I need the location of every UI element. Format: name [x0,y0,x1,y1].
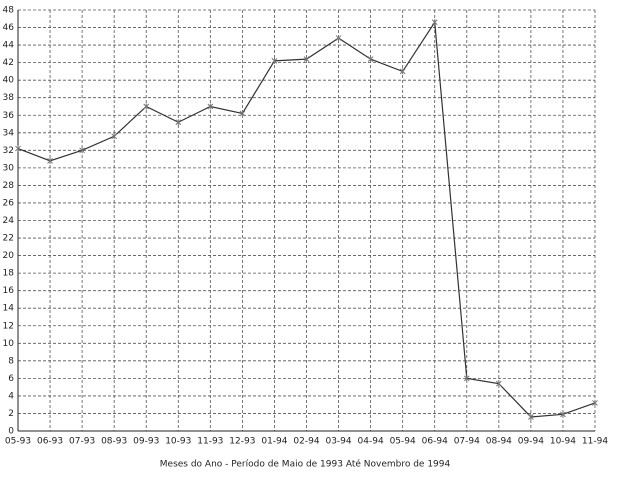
y-tick-label: 22 [3,234,14,244]
point-marker [47,157,53,164]
x-tick-label: 05-93 [5,437,31,447]
y-tick-label: 0 [8,427,14,437]
x-tick-label: 12-93 [229,437,255,447]
y-tick-label: 40 [3,76,15,86]
y-tick-label: 36 [3,111,15,121]
x-tick-label: 11-93 [197,437,223,447]
y-tick-label: 26 [3,198,15,208]
y-tick-label: 28 [3,181,15,191]
y-tick-label: 42 [3,58,14,68]
point-marker [111,133,118,140]
y-tick-label: 46 [3,23,15,33]
point-marker [367,56,374,63]
point-marker [528,413,534,420]
y-tick-label: 48 [3,6,15,16]
x-tick-label: 11-94 [582,437,608,447]
x-tick-label: 05-94 [390,437,416,447]
y-tick-label: 14 [3,304,15,314]
point-marker [143,103,150,110]
point-marker [495,380,502,387]
point-marker [79,147,85,154]
x-tick-label: 08-93 [101,437,127,447]
x-tick-label: 02-94 [293,437,319,447]
x-tick-label: 08-94 [486,437,512,447]
x-tick-label: 10-94 [550,437,576,447]
x-tick-label: 01-94 [261,437,287,447]
x-tick-label: 04-94 [358,437,384,447]
y-tick-label: 2 [8,409,14,419]
y-tick-label: 32 [3,146,14,156]
y-tick-label: 16 [3,286,15,296]
x-axis-label: Meses do Ano - Período de Maio de 1993 A… [160,459,451,470]
y-tick-label: 6 [8,374,14,384]
y-tick-label: 20 [3,251,15,261]
point-marker [239,110,246,117]
x-tick-label: 03-94 [325,437,351,447]
x-tick-label: 07-94 [454,437,480,447]
point-marker [431,19,438,26]
x-tick-label: 09-93 [133,437,159,447]
y-tick-label: 4 [8,391,14,401]
x-tick-label: 10-93 [165,437,191,447]
point-marker [592,399,598,406]
y-tick-label: 34 [3,128,15,138]
y-tick-label: 10 [3,339,15,349]
point-marker [335,35,342,42]
point-marker [463,375,470,382]
y-tick-label: 38 [3,93,15,103]
x-tick-label: 06-93 [37,437,63,447]
point-marker [560,411,566,418]
x-tick-label: 06-94 [422,437,448,447]
y-tick-label: 24 [3,216,15,226]
point-marker [207,103,214,110]
y-tick-label: 8 [8,356,14,366]
y-tick-label: 30 [3,163,15,173]
point-marker [15,145,21,152]
point-marker [271,57,278,64]
y-tick-label: 18 [3,269,15,279]
y-tick-label: 44 [3,41,15,51]
point-marker [175,119,182,126]
point-marker [399,68,406,75]
point-marker [303,56,310,63]
x-tick-label: 09-94 [518,437,544,447]
x-tick-label: 07-93 [69,437,95,447]
y-tick-label: 12 [3,321,14,331]
